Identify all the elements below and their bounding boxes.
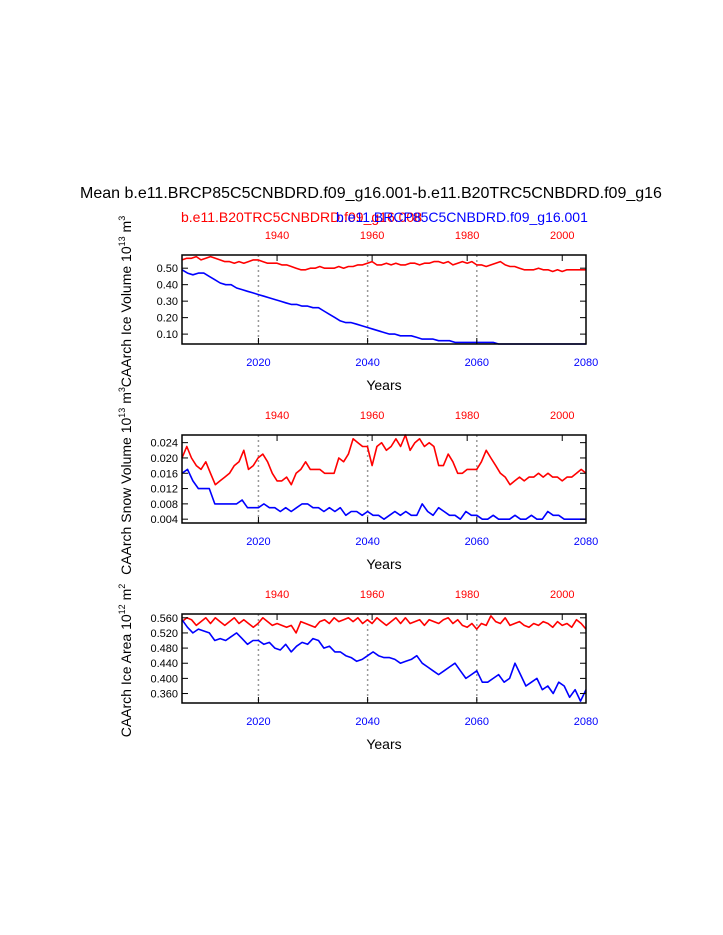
legend-blue-label: b.e11.BRCP85C5CNBDRD.f09_g16.001 <box>336 209 588 225</box>
y-axis-title-part: m <box>118 392 134 408</box>
y-tick-label: 0.40 <box>157 280 178 292</box>
x-tick-label-bottom: 2020 <box>246 536 270 548</box>
y-tick-label: 0.016 <box>150 468 178 480</box>
y-tick-label: 0.30 <box>157 296 178 308</box>
y-tick-label: 0.024 <box>150 438 178 450</box>
plot-frame <box>181 613 587 704</box>
series-line-blue <box>181 468 586 521</box>
chart-panels: 0.10 0.20 0.30 0.40 0.50 2020 2040 2060 2080 1940… <box>117 216 598 752</box>
y-axis-title: CAArch Ice Volume 1013 m3 <box>117 216 134 387</box>
x-axis-title: Years <box>366 556 401 572</box>
y-axis-title-part: CAArch Ice Volume 10 <box>118 246 134 387</box>
x-tick-label-bottom: 2080 <box>574 716 598 728</box>
figure-title: Mean b.e11.BRCP85C5CNBDRD.f09_g16.001-b.… <box>80 185 662 202</box>
x-tick-label-top: 1960 <box>360 410 384 422</box>
x-tick-label-bottom: 2040 <box>355 536 379 548</box>
x-tick-label-top: 2000 <box>550 410 574 422</box>
chart-panel-2: 0.004 0.008 0.012 0.016 0.020 0.024 2020 2040 20… <box>117 387 598 575</box>
y-axis-title-part: CAArch Ice Area 10 <box>118 614 134 737</box>
y-tick-label: 0.560 <box>150 613 178 625</box>
y-axis-title-part: 12 <box>117 604 127 614</box>
y-axis-title-part: 13 <box>117 408 127 418</box>
series-line-blue <box>181 619 587 702</box>
y-axis-title-part: 3 <box>117 387 127 392</box>
y-tick-label: 0.480 <box>150 643 178 655</box>
series-line-red <box>181 434 587 486</box>
x-axis-title: Years <box>366 377 401 393</box>
x-tick-label-top: 1980 <box>455 589 479 601</box>
x-tick-label-bottom: 2040 <box>355 716 379 728</box>
y-axis-title-part: m <box>118 589 134 605</box>
x-axis-title: Years <box>366 736 401 752</box>
y-tick-label: 0.20 <box>157 313 178 325</box>
legend-red-label: b.e11.B20TRC5CNBDRD.f09_g16.008 <box>181 209 422 225</box>
x-tick-label-top: 1940 <box>265 410 289 422</box>
x-tick-label-top: 2000 <box>550 589 574 601</box>
x-tick-label-top: 1940 <box>265 230 289 242</box>
series-line-red <box>181 615 587 634</box>
y-tick-label: 0.020 <box>150 453 178 465</box>
chart-panel-3: 0.360 0.400 0.440 0.480 0.520 0.560 2020 2040 20… <box>117 584 598 752</box>
y-tick-label: 0.520 <box>150 628 178 640</box>
y-tick-label: 0.360 <box>150 689 178 701</box>
x-tick-label-top: 1960 <box>360 589 384 601</box>
y-axis-title-part: 13 <box>117 236 127 246</box>
x-tick-label-bottom: 2060 <box>465 716 489 728</box>
series-line-blue <box>181 269 586 345</box>
y-axis-title-part: 3 <box>117 216 127 221</box>
y-tick-label: 0.50 <box>157 263 178 275</box>
x-tick-label-top: 1960 <box>360 230 384 242</box>
y-tick-label: 0.400 <box>150 673 178 685</box>
y-tick-label: 0.10 <box>157 329 178 341</box>
y-axis-title-part: 2 <box>117 584 127 589</box>
y-tick-label: 0.004 <box>150 514 178 526</box>
series-line-red <box>181 255 586 273</box>
y-axis-title: CAArch Snow Volume 1013 m3 <box>117 387 134 575</box>
x-tick-label-bottom: 2060 <box>465 357 489 369</box>
y-axis-title-part: CAArch Snow Volume 10 <box>118 417 134 574</box>
chart-panel-1: 0.10 0.20 0.30 0.40 0.50 2020 2040 2060 2080 1940… <box>117 216 598 393</box>
x-tick-label-top: 1980 <box>455 230 479 242</box>
y-axis-title-part: m <box>118 221 134 237</box>
y-tick-label: 0.012 <box>150 484 178 496</box>
x-tick-label-bottom: 2020 <box>246 716 270 728</box>
x-tick-label-bottom: 2040 <box>355 357 379 369</box>
plot-frame <box>181 434 587 524</box>
x-tick-label-top: 1980 <box>455 410 479 422</box>
x-tick-label-bottom: 2080 <box>574 357 598 369</box>
y-axis-title: CAArch Ice Area 1012 m2 <box>117 584 134 738</box>
y-tick-label: 0.008 <box>150 499 178 511</box>
x-tick-label-top: 2000 <box>550 230 574 242</box>
plot-frame <box>181 254 587 345</box>
x-tick-label-bottom: 2080 <box>574 536 598 548</box>
x-tick-label-top: 1940 <box>265 589 289 601</box>
x-tick-label-bottom: 2060 <box>465 536 489 548</box>
x-tick-label-bottom: 2020 <box>246 357 270 369</box>
y-tick-label: 0.440 <box>150 658 178 670</box>
